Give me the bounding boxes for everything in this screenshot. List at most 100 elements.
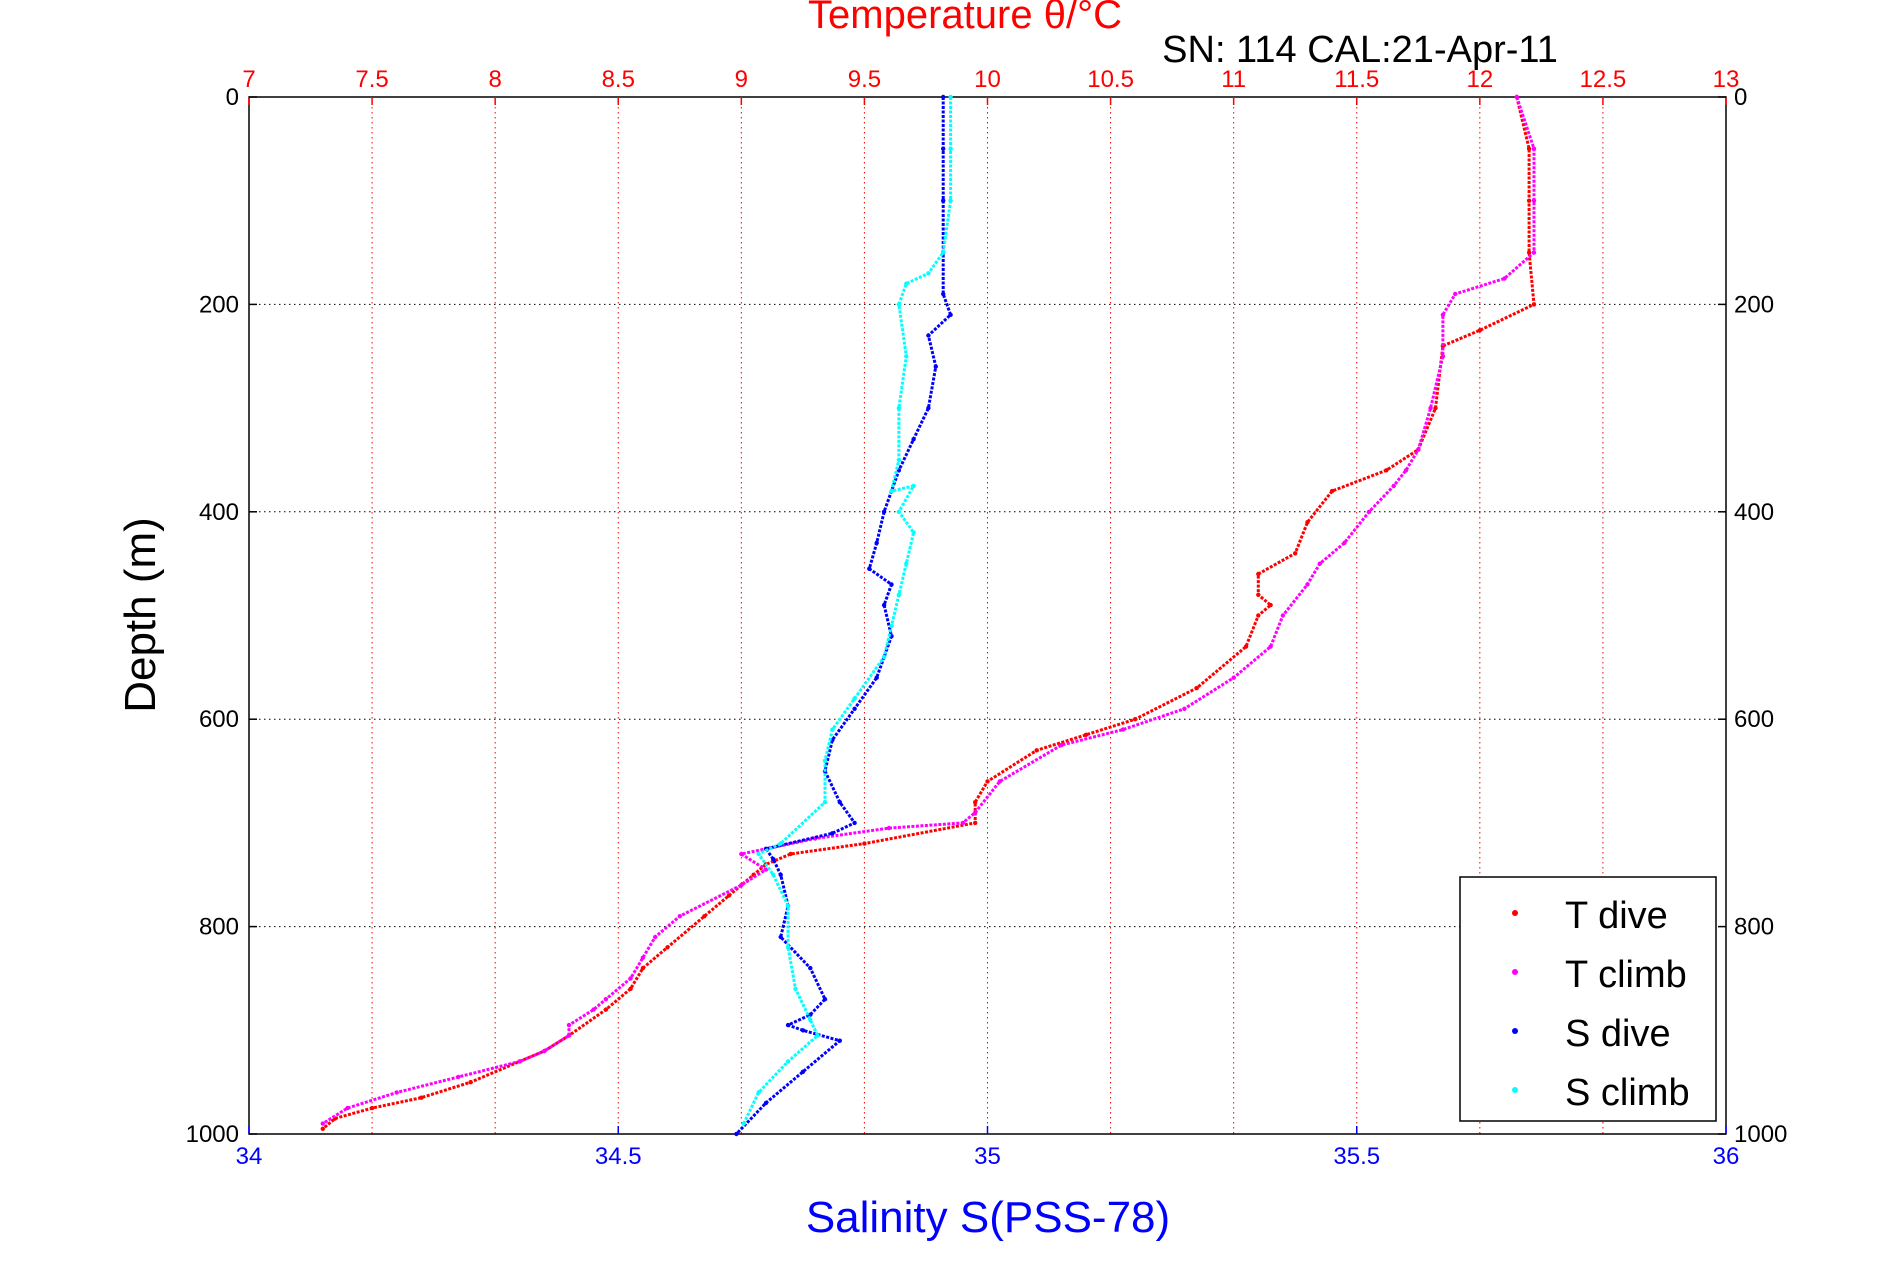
data-point-3-7 [904,354,909,359]
data-point-1-1 [1531,146,1537,151]
x-top-tick-label-10: 12 [1466,66,1493,93]
data-point-0-20 [1083,732,1089,737]
data-point-2-2 [941,198,946,203]
data-point-0-26 [788,851,793,857]
data-point-3-0 [948,94,953,100]
data-point-3-9 [896,457,902,463]
data-point-3-30 [785,1059,791,1064]
x-top-tick-label-7: 10.5 [1087,66,1134,93]
data-point-0-19 [1133,717,1138,722]
chart-annotation: SN: 114 CAL:21-Apr-11 [1162,29,1558,71]
data-point-2-13 [867,566,872,571]
data-point-1-3 [1531,250,1537,255]
data-point-0-4 [1531,302,1537,307]
data-point-1-38 [542,1048,547,1054]
data-point-2-29 [808,965,813,971]
data-point-0-31 [665,945,670,950]
data-point-2-22 [852,820,857,826]
series-trace-2 [735,97,953,1136]
y-right-tick-label-1: 200 [1734,291,1774,318]
x-top-tick-label-5: 9.5 [848,66,881,93]
series-t-climb [320,94,1537,1126]
data-point-1-25 [886,825,892,831]
data-point-0-33 [628,986,633,991]
data-point-1-17 [1268,644,1273,649]
data-point-2-36 [763,1100,769,1106]
y-left-tick-label-1: 200 [199,291,239,318]
data-point-1-19 [1182,706,1187,711]
x-bottom-tick-label-4: 36 [1713,1143,1740,1170]
data-point-1-12 [1366,509,1372,514]
series-trace-1 [322,96,1536,1125]
data-point-2-8 [926,405,931,411]
x-top-tick-label-3: 8.5 [602,66,635,93]
data-point-1-11 [1391,483,1396,489]
data-point-1-27 [739,851,744,857]
series-layer [320,94,1537,1137]
legend-label-0: T dive [1565,895,1668,937]
data-point-3-11 [911,483,916,489]
data-point-3-4 [926,271,931,276]
data-point-1-5 [1453,291,1458,297]
data-point-1-30 [677,914,682,919]
y-right-tick-label-2: 400 [1734,499,1774,526]
data-point-3-14 [904,561,909,566]
data-point-1-22 [997,779,1002,784]
data-point-3-22 [778,841,783,846]
data-point-2-35 [800,1069,806,1075]
data-point-1-8 [1428,405,1433,411]
data-point-1-37 [566,1033,572,1038]
legend-label-2: S dive [1565,1013,1671,1055]
data-point-1-18 [1231,675,1236,680]
data-point-1-43 [320,1121,325,1126]
data-point-1-23 [973,810,978,815]
data-point-0-32 [640,965,646,971]
data-point-0-34 [603,1007,609,1012]
data-point-3-28 [808,1017,813,1023]
x-bottom-tick-label-2: 35 [974,1143,1001,1170]
data-point-3-23 [756,851,761,857]
data-point-0-29 [726,893,732,898]
data-point-1-20 [1120,727,1126,732]
data-point-3-21 [822,800,828,805]
legend-marker-2 [1512,1028,1518,1034]
data-point-1-32 [640,955,646,960]
data-point-2-7 [933,364,938,369]
legend-marker-1 [1512,969,1518,975]
data-point-1-13 [1342,540,1347,546]
data-point-2-25 [771,857,776,862]
y-right-tick-label-3: 600 [1734,706,1774,733]
data-point-1-14 [1317,561,1323,566]
y-axis-label: Depth (m) [116,517,165,713]
data-point-3-13 [911,530,916,535]
data-point-3-16 [889,623,894,629]
data-point-1-34 [603,997,609,1002]
data-point-2-23 [830,831,835,836]
data-point-2-4 [941,291,946,297]
y-left-tick-label-3: 600 [199,706,239,733]
data-point-0-42 [320,1126,325,1132]
y-left-tick-label-0: 0 [226,84,239,111]
data-point-0-38 [468,1080,473,1085]
data-point-1-24 [960,820,966,826]
x-top-tick-label-2: 8 [488,66,501,93]
data-point-0-9 [1384,468,1389,473]
data-point-0-24 [973,820,978,826]
data-point-3-8 [896,405,902,411]
data-point-3-24 [771,872,776,877]
data-point-3-12 [896,509,902,514]
data-point-1-31 [653,934,658,940]
data-point-2-9 [911,437,916,442]
data-point-2-21 [837,800,842,805]
x-top-tick-label-11: 12.5 [1580,66,1627,93]
data-point-2-28 [778,934,783,940]
data-point-3-20 [822,758,828,763]
y-left-tick-label-5: 1000 [186,1121,239,1148]
data-point-0-16 [1256,613,1261,618]
legend-label-1: T climb [1565,954,1687,996]
data-point-0-10 [1329,488,1335,494]
data-point-1-16 [1280,613,1286,618]
x-axis-label-bottom: Salinity S(PSS-78) [806,1193,1170,1242]
x-top-tick-label-12: 13 [1713,66,1740,93]
y-left-tick-label-4: 800 [199,914,239,941]
